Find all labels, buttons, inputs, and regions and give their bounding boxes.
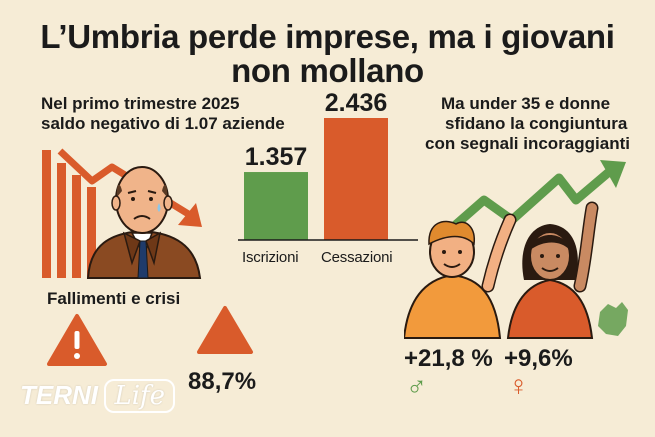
bar-label-iscrizioni: Iscrizioni (242, 249, 299, 266)
bar-value-cessazioni: 2.436 (325, 89, 388, 117)
male-symbol-icon: ♂ (406, 370, 427, 401)
left-caption-line2: saldo negativo di 1.07 aziende (41, 114, 285, 133)
page-title-line2: non mollano (231, 52, 424, 89)
young-people-illustration (404, 160, 628, 339)
female-symbol-icon: ♀ (508, 370, 529, 401)
right-caption-line1: Ma under 35 e donne (441, 94, 611, 113)
bar-value-iscrizioni: 1.357 (245, 143, 308, 171)
crisis-percent: 88,7% (188, 368, 257, 395)
warning-triangle-plain-icon (197, 306, 253, 354)
male-percent: +21,8 % (404, 345, 493, 372)
young-woman-icon (506, 201, 599, 339)
bar-label-cessazioni: Cessazioni (321, 249, 393, 266)
crisis-label: Fallimenti e crisi (47, 289, 181, 308)
terni-life-logo: TERNI Life (20, 379, 176, 413)
declining-business-illustration (42, 148, 202, 279)
umbria-map-icon (598, 302, 628, 336)
logo-script: Life (104, 379, 176, 413)
worried-businessman-icon (86, 166, 202, 279)
up-trend-arrow-icon (447, 160, 626, 233)
right-caption-line2: sfidano la congiuntura (445, 114, 628, 133)
page-title: L’Umbria perde imprese, ma i giovani (40, 18, 615, 55)
warning-triangle-icon (47, 314, 107, 366)
logo-main: TERNI (20, 380, 98, 410)
left-caption-line1: Nel primo trimestre 2025 (41, 94, 240, 113)
female-percent: +9,6% (504, 345, 573, 372)
young-man-icon (404, 213, 517, 339)
bar-iscrizioni (244, 172, 308, 240)
bar-chart: 1.357 2.436 (238, 89, 418, 241)
right-caption-line3: con segnali incoraggianti (425, 134, 630, 153)
bar-cessazioni (324, 118, 388, 240)
